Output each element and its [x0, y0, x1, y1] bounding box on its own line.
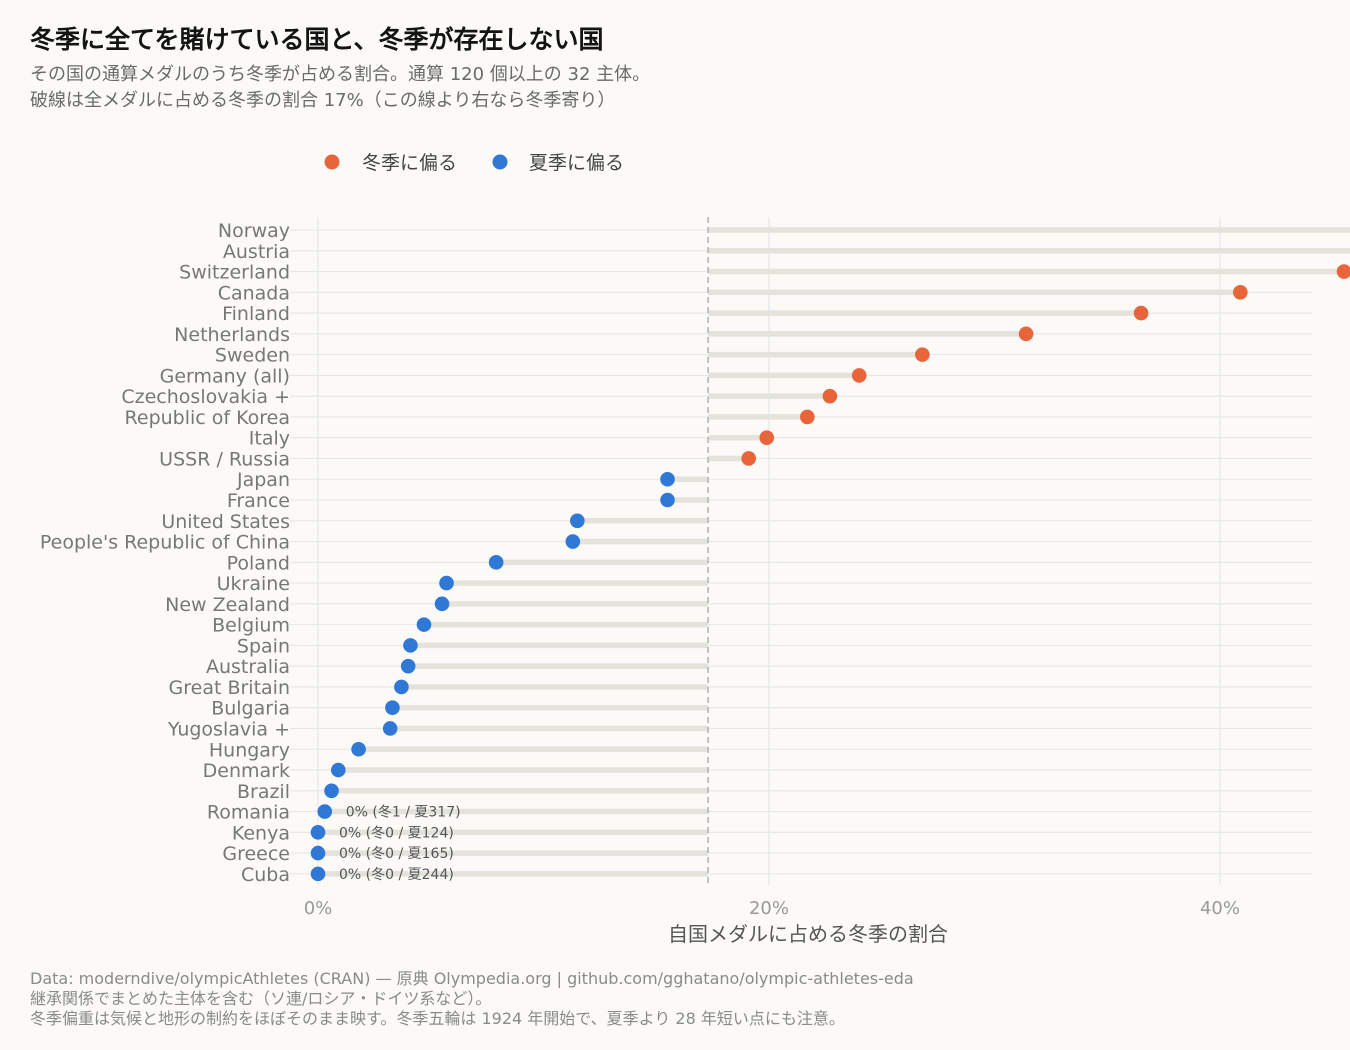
category-label: People's Republic of China: [40, 532, 290, 554]
x-axis-tick-labels: 0%20%40%60%80%: [304, 898, 1240, 919]
category-label: Yugoslavia +: [167, 718, 290, 740]
plot-stems: [318, 227, 1350, 877]
lollipop-point: [1336, 264, 1350, 279]
data-label: 0% (冬0 / 夏244): [339, 867, 454, 883]
legend-label-winter: 冬季に偏る: [362, 152, 457, 174]
lollipop-point: [488, 555, 504, 570]
lollipop-point: [565, 534, 581, 549]
category-label: Great Britain: [169, 677, 290, 699]
category-label: USSR / Russia: [159, 448, 290, 470]
chart-subtitle-line-1: その国の通算メダルのうち冬季が占める割合。通算 120 個以上の 32 主体。: [30, 64, 650, 85]
chart-title: 冬季に全てを賭けている国と、冬季が存在しない国: [30, 25, 604, 54]
caption-line-3: 冬季偏重は気候と地形の制約をほぼそのまま映す。冬季五輪は 1924 年開始で、夏…: [30, 1009, 845, 1028]
lollipop-point: [310, 866, 326, 882]
category-label: Greece: [222, 843, 290, 865]
lollipop-point: [434, 596, 450, 612]
category-label: Germany (all): [160, 365, 290, 387]
category-label: Netherlands: [174, 324, 290, 346]
lollipop-point: [403, 638, 418, 653]
lollipop-point: [382, 721, 398, 736]
lollipop-point: [1133, 305, 1149, 321]
lollipop-point: [1232, 285, 1248, 300]
plot-points: [310, 264, 1350, 882]
lollipop-point: [317, 804, 333, 819]
category-label: Australia: [206, 656, 290, 678]
data-label: 0% (冬0 / 夏124): [339, 825, 454, 841]
lollipop-point: [416, 617, 432, 632]
category-label: Brazil: [237, 781, 290, 803]
lollipop-point: [822, 388, 838, 404]
legend-marker-summer: [492, 154, 508, 170]
category-label: Republic of Korea: [125, 407, 290, 429]
lollipop-point: [759, 430, 775, 446]
lollipop-point: [400, 658, 416, 674]
category-label: France: [227, 490, 290, 512]
lollipop-point: [1018, 326, 1034, 342]
category-label: Austria: [223, 241, 290, 263]
lollipop-point: [310, 845, 326, 861]
lollipop-point: [660, 471, 675, 487]
caption-line-1: Data: moderndive/olympicAthletes (CRAN) …: [30, 969, 914, 988]
category-label: Kenya: [232, 822, 290, 844]
lollipop-point: [800, 409, 815, 425]
category-label: United States: [161, 511, 290, 533]
lollipop-point: [741, 451, 757, 466]
legend-label-summer: 夏季に偏る: [529, 152, 624, 174]
category-label: Romania: [207, 802, 290, 824]
category-label: Norway: [218, 220, 290, 242]
x-tick-label: 20%: [749, 898, 789, 919]
caption-line-2: 継承関係でまとめた主体を含む（ソ連/ロシア・ドイツ系など）。: [30, 989, 491, 1008]
lollipop-point: [351, 741, 366, 757]
category-label: Czechoslovakia +: [121, 386, 290, 408]
category-label: Sweden: [215, 345, 290, 367]
x-tick-label: 40%: [1200, 898, 1240, 919]
lollipop-point: [330, 762, 346, 778]
category-label: Switzerland: [179, 262, 290, 284]
lollipop-point: [394, 679, 409, 695]
plot-grid: [290, 217, 1312, 885]
lollipop-point: [660, 492, 675, 508]
lollipop-point: [310, 825, 326, 840]
category-label: Ukraine: [217, 573, 290, 595]
category-label: Bulgaria: [211, 698, 290, 720]
category-label: Spain: [237, 635, 290, 657]
plot-data-labels: 72% (冬447 / 夏172)70% (冬269 / 夏116)0% (冬1…: [339, 805, 461, 883]
category-label: Hungary: [209, 739, 290, 761]
category-label: Finland: [222, 303, 290, 325]
lollipop-point: [324, 783, 339, 799]
category-label: Poland: [227, 552, 290, 574]
data-label: 0% (冬1 / 夏317): [346, 805, 461, 821]
y-axis-category-labels: NorwayAustriaSwitzerlandCanadaFinlandNet…: [40, 220, 290, 886]
legend: 冬季に偏る 夏季に偏る: [324, 152, 624, 174]
lollipop-point: [851, 368, 867, 383]
lollipop-point: [570, 513, 585, 529]
lollipop-point: [915, 347, 930, 362]
data-label: 0% (冬0 / 夏165): [339, 846, 454, 862]
category-label: Belgium: [212, 615, 290, 637]
category-label: New Zealand: [165, 594, 290, 616]
x-tick-label: 0%: [304, 898, 333, 919]
lollipop-point: [385, 700, 400, 716]
category-label: Cuba: [241, 864, 290, 886]
lollipop-point: [439, 575, 454, 591]
category-label: Canada: [218, 282, 290, 304]
chart-subtitle-line-2: 破線は全メダルに占める冬季の割合 17%（この線より右なら冬季寄り）: [30, 90, 615, 111]
category-label: Japan: [236, 469, 290, 491]
category-label: Denmark: [203, 760, 290, 782]
category-label: Italy: [249, 428, 290, 450]
legend-marker-winter: [324, 154, 340, 170]
x-axis-title: 自国メダルに占める冬季の割合: [668, 922, 948, 946]
